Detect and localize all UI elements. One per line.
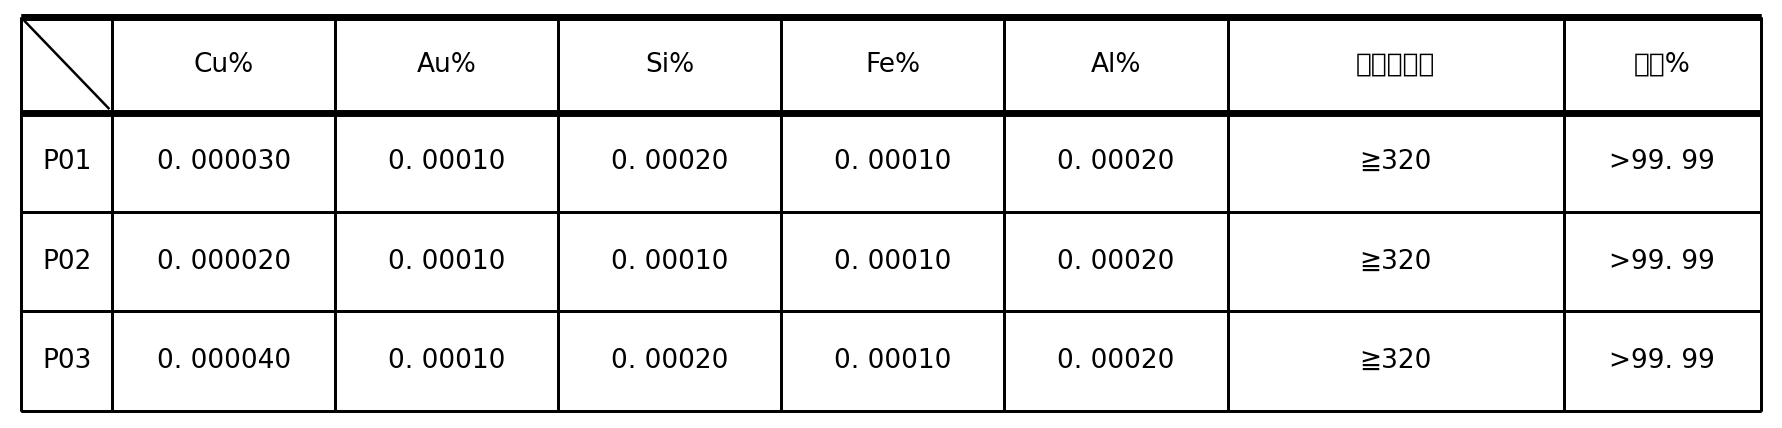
Bar [112,312,335,411]
Text: Cu%: Cu% [194,52,253,78]
Text: >99. 99: >99. 99 [1609,149,1716,175]
Bar [781,312,1005,411]
Bar [1005,113,1228,212]
Bar [1228,113,1565,212]
Text: 0. 00010: 0. 00010 [388,348,506,374]
Text: 0. 00020: 0. 00020 [1057,348,1174,374]
Text: 0. 00010: 0. 00010 [834,249,952,275]
Bar [558,17,781,113]
Bar [1565,212,1761,312]
Text: P01: P01 [43,149,91,175]
Bar [335,212,558,312]
Bar [112,17,335,113]
Bar [1565,17,1761,113]
Bar [781,17,1005,113]
Bar [1228,212,1565,312]
Text: 0. 00010: 0. 00010 [388,149,506,175]
Text: 0. 000020: 0. 000020 [157,249,290,275]
Bar [1005,312,1228,411]
Text: >99. 99: >99. 99 [1609,249,1716,275]
Bar [335,113,558,212]
Text: Si%: Si% [645,52,695,78]
Text: 0. 00020: 0. 00020 [611,348,729,374]
Bar [1228,17,1565,113]
Text: Fe%: Fe% [866,52,921,78]
Text: 0. 000030: 0. 000030 [157,149,290,175]
Bar [781,113,1005,212]
Bar [112,212,335,312]
Text: 0. 00010: 0. 00010 [611,249,729,275]
Text: P03: P03 [43,348,91,374]
Text: 0. 00020: 0. 00020 [1057,249,1174,275]
Text: 绍度%: 绍度% [1634,52,1691,78]
Text: >99. 99: >99. 99 [1609,348,1716,374]
Text: ≧320: ≧320 [1360,249,1433,275]
Text: 0. 00020: 0. 00020 [1057,149,1174,175]
Text: P02: P02 [43,249,91,275]
Bar [21,212,112,312]
Bar [1005,212,1228,312]
Bar [781,212,1005,312]
Bar [1228,312,1565,411]
Text: 0. 00010: 0. 00010 [834,348,952,374]
Bar [112,113,335,212]
Text: 0. 00020: 0. 00020 [611,149,729,175]
Bar [558,212,781,312]
Text: ≧320: ≧320 [1360,149,1433,175]
Bar [335,312,558,411]
Bar [1565,312,1761,411]
Bar [558,113,781,212]
Text: 0. 000040: 0. 000040 [157,348,290,374]
Bar [558,312,781,411]
Text: 0. 00010: 0. 00010 [834,149,952,175]
Bar [21,17,112,113]
Bar [21,113,112,212]
Text: Au%: Au% [417,52,476,78]
Bar [335,17,558,113]
Text: 粒度（目）: 粒度（目） [1356,52,1436,78]
Text: 0. 00010: 0. 00010 [388,249,506,275]
Text: Al%: Al% [1091,52,1140,78]
Text: ≧320: ≧320 [1360,348,1433,374]
Bar [1005,17,1228,113]
Bar [21,312,112,411]
Bar [1565,113,1761,212]
